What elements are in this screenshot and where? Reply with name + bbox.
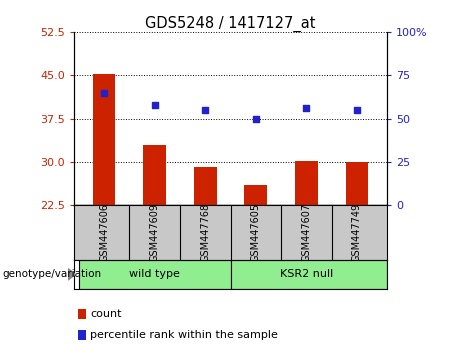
Text: GSM447749: GSM447749 [352, 203, 362, 262]
Bar [194, 167, 217, 205]
Text: GSM447606: GSM447606 [99, 203, 109, 262]
Polygon shape [68, 269, 75, 280]
Point [201, 107, 209, 113]
Text: GSM447605: GSM447605 [251, 203, 261, 262]
Bar [244, 185, 267, 205]
Text: GSM447609: GSM447609 [150, 203, 160, 262]
Text: wild type: wild type [129, 269, 180, 279]
Bar [230, 260, 387, 289]
Text: GSM447607: GSM447607 [301, 203, 311, 262]
Point [303, 105, 310, 111]
Point [252, 116, 260, 121]
Text: GDS5248 / 1417127_at: GDS5248 / 1417127_at [145, 16, 316, 32]
Text: percentile rank within the sample: percentile rank within the sample [90, 330, 278, 340]
Bar [93, 74, 115, 205]
Point [353, 107, 361, 113]
Bar [79, 260, 230, 289]
Bar [295, 161, 318, 205]
Point [151, 102, 158, 108]
Point [100, 90, 108, 96]
Text: count: count [90, 309, 121, 319]
Bar [143, 144, 166, 205]
Text: GSM447768: GSM447768 [200, 203, 210, 262]
Text: KSR2 null: KSR2 null [280, 269, 333, 279]
Text: genotype/variation: genotype/variation [2, 269, 101, 279]
Bar [346, 162, 368, 205]
